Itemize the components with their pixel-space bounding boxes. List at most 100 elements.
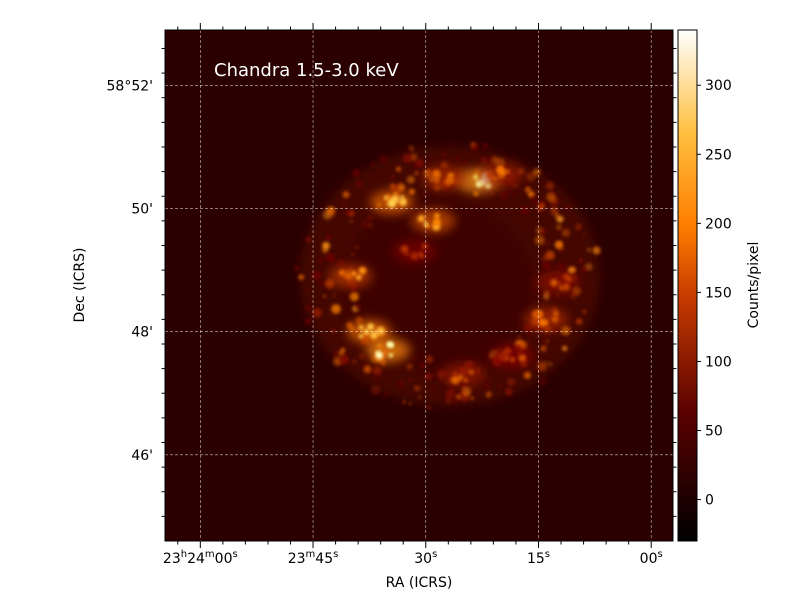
filament-knot <box>545 344 548 346</box>
tick-unit-superscript: m <box>306 549 316 560</box>
filament-knot <box>422 192 426 196</box>
bright-knot <box>432 169 441 178</box>
tick-unit-superscript: s <box>333 549 338 560</box>
filament-knot <box>462 160 467 165</box>
colorbar: 0 50 100 150 200 250 300 Counts/pixel <box>677 29 762 542</box>
filament-knot <box>351 252 355 256</box>
filament-knot <box>331 304 341 314</box>
filament-knot <box>370 385 381 395</box>
tick-value: 24 <box>187 551 205 567</box>
filament-knot <box>430 387 435 392</box>
filament-knot <box>556 215 564 223</box>
bright-knot <box>358 325 364 330</box>
y-axis-title: Dec (ICRS) <box>72 248 88 323</box>
filament-knot <box>305 304 311 311</box>
bright-knot <box>434 213 440 219</box>
bright-knot <box>562 283 570 291</box>
bright-knot <box>463 378 468 382</box>
bright-region-glow <box>441 362 486 387</box>
bright-region-glow <box>366 338 411 363</box>
colorbar-tick-label: 100 <box>705 354 732 370</box>
x-tick-label: 15s <box>527 549 550 567</box>
colorbar-tick-label: 200 <box>705 216 732 232</box>
filament-knot <box>485 156 493 164</box>
filament-knot <box>406 175 415 184</box>
filament-knot <box>363 365 372 374</box>
filament-knot <box>297 255 301 259</box>
x-axis-title: RA (ICRS) <box>386 575 453 591</box>
filament-knot <box>326 253 336 263</box>
tick-value: 00 <box>215 551 233 567</box>
bright-knot <box>423 222 429 227</box>
filament-knot <box>367 215 373 221</box>
filament-knot <box>535 235 545 246</box>
filament-knot <box>485 384 490 390</box>
filament-knot <box>565 204 572 211</box>
filament-knot <box>505 388 513 396</box>
filament-knot <box>396 183 406 192</box>
y-tick-label: 58°52' <box>107 78 153 94</box>
filament-knot <box>379 154 388 163</box>
bright-knot <box>450 375 460 385</box>
filament-knot <box>355 303 361 310</box>
filament-knot <box>424 372 433 381</box>
filament-knot <box>322 294 326 298</box>
filament-knot <box>361 361 367 367</box>
filament-knot <box>352 169 360 177</box>
x-tick-labels: 23h24m00s 23m45s 30s 15s 00s <box>163 549 663 567</box>
filament-knot <box>482 143 489 149</box>
filament-knot <box>333 214 336 217</box>
filament-knot <box>325 234 332 240</box>
x-tick-label: 23m45s <box>288 549 339 567</box>
filament-knot <box>461 386 472 397</box>
filament-knot <box>345 209 351 216</box>
filament-knot <box>402 400 406 404</box>
filament-knot <box>528 191 535 198</box>
filament-knot <box>518 335 521 338</box>
filament-knot <box>304 319 311 325</box>
colorbar-label: Counts/pixel <box>746 242 762 329</box>
bright-knot <box>509 357 515 362</box>
filament-knot <box>560 325 571 336</box>
filament-knot <box>361 219 371 229</box>
filament-knot <box>556 294 559 297</box>
bright-knot <box>498 174 504 180</box>
filament-knot <box>420 363 425 368</box>
bright-knot <box>376 326 385 336</box>
bright-knot <box>367 323 374 331</box>
x-tick-label: 00s <box>640 549 663 567</box>
filament-knot <box>546 192 556 202</box>
bright-knot <box>355 274 362 281</box>
bright-knot <box>351 270 357 277</box>
filament-knot <box>499 191 509 200</box>
filament-knot <box>470 143 479 152</box>
bright-knot <box>538 318 547 327</box>
filament-knot <box>411 148 415 151</box>
tick-unit-superscript: m <box>205 549 215 560</box>
filament-knot <box>396 166 401 172</box>
filament-knot <box>298 274 305 281</box>
bright-knot <box>473 174 479 180</box>
tick-unit-superscript: h <box>181 549 187 560</box>
bright-knot <box>468 370 472 374</box>
bright-knot <box>532 310 541 319</box>
filament-knot <box>319 281 323 286</box>
filament-knot <box>562 345 568 351</box>
bright-knot <box>399 198 407 207</box>
y-tick-label: 46' <box>131 448 153 464</box>
colorbar-gradient <box>677 29 698 542</box>
filament-knot <box>546 339 550 343</box>
bright-knot <box>359 334 363 339</box>
filament-knot <box>540 345 547 352</box>
bright-knot <box>504 347 512 355</box>
bright-knot <box>389 343 394 348</box>
filament-knot <box>413 164 418 169</box>
filament-knot <box>470 396 474 401</box>
filament-knot <box>557 262 566 271</box>
tick-unit-superscript: s <box>232 549 237 560</box>
bright-knot <box>447 172 455 180</box>
tick-unit-superscript: s <box>545 549 550 560</box>
bright-knot <box>444 177 453 186</box>
filament-knot <box>427 405 431 410</box>
filament-knot <box>544 243 547 247</box>
